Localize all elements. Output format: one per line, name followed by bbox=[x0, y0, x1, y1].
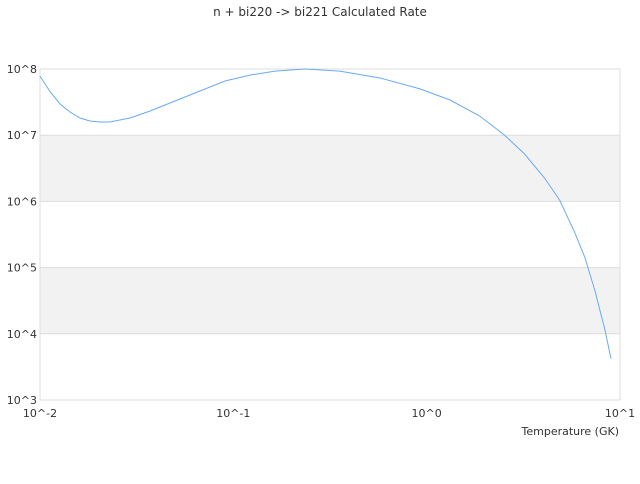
grid-band bbox=[40, 267, 620, 334]
y-tick-label: 10^5 bbox=[7, 262, 37, 275]
x-tick-label: 10^0 bbox=[412, 407, 442, 420]
y-tick-label: 10^7 bbox=[7, 129, 37, 142]
x-axis-label: Temperature (GK) bbox=[521, 425, 620, 438]
y-tick-label: 10^8 bbox=[7, 63, 37, 76]
x-tick-label: 10^-1 bbox=[216, 407, 250, 420]
x-tick-label: 10^1 bbox=[605, 407, 635, 420]
series-line bbox=[39, 68, 612, 359]
y-tick-label: 10^6 bbox=[7, 195, 37, 208]
grid-band bbox=[40, 135, 620, 202]
x-tick-label: 10^-2 bbox=[23, 407, 57, 420]
y-tick-label: 10^3 bbox=[7, 394, 37, 407]
y-tick-label: 10^4 bbox=[7, 328, 37, 341]
chart-title: n + bi220 -> bi221 Calculated Rate bbox=[213, 5, 427, 19]
